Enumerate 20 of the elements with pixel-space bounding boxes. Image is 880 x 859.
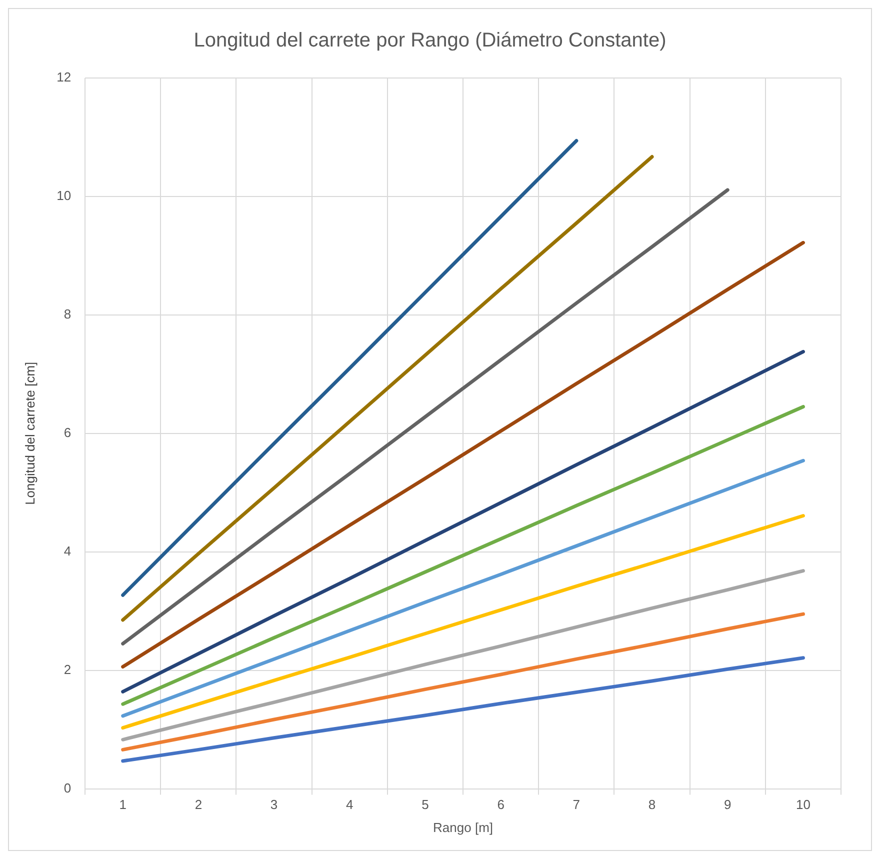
x-tick-label: 7	[572, 797, 580, 812]
x-tick-label: 2	[194, 797, 202, 812]
x-tick-label: 1	[119, 797, 126, 812]
x-tick-label: 5	[422, 797, 429, 812]
y-tick-label: 4	[64, 543, 72, 558]
y-tick-label: 6	[64, 424, 72, 440]
y-tick-label: 0	[64, 780, 72, 796]
x-tick-label: 6	[497, 797, 504, 812]
y-tick-label: 8	[64, 306, 72, 322]
y-tick-label: 10	[56, 188, 72, 204]
x-axis-title: Rango [m]	[433, 820, 494, 835]
x-tick-label: 8	[648, 797, 656, 812]
x-tick-label: 9	[724, 797, 732, 812]
y-tick-label: 2	[64, 662, 72, 677]
x-tick-label: 10	[796, 797, 810, 812]
x-tick-label: 4	[346, 797, 354, 812]
y-tick-label: 12	[56, 70, 72, 85]
y-axis-title: Longitud del carrete [cm]	[22, 362, 38, 505]
chart-title: Longitud del carrete por Rango (Diámetro Constante)	[194, 30, 666, 52]
x-tick-label: 3	[270, 797, 278, 812]
